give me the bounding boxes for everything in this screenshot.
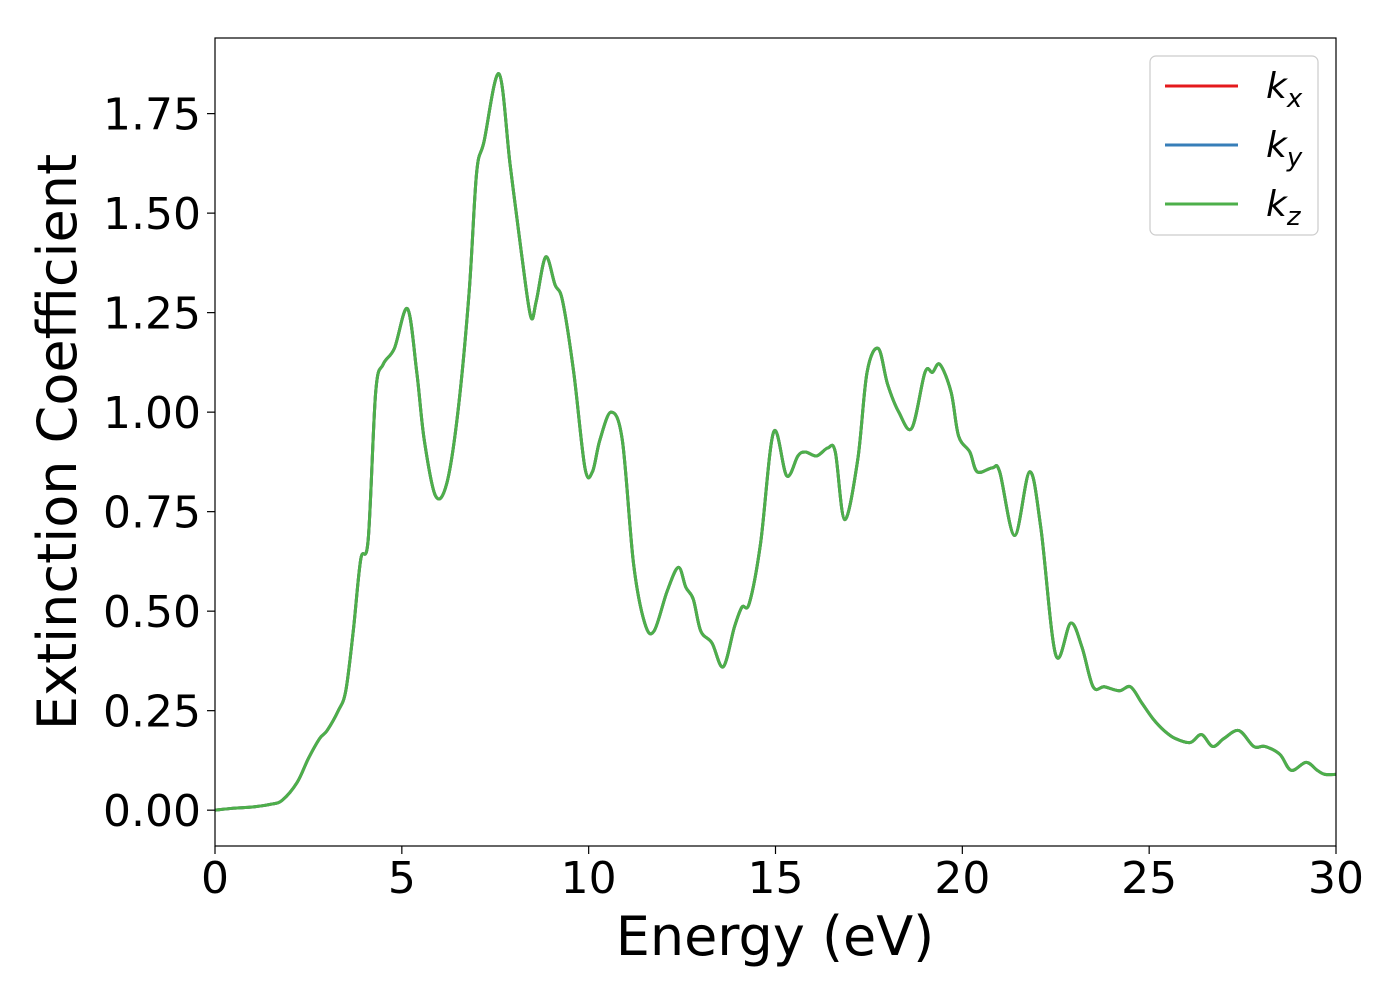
x-axis: 0 5 10 15 20 25 30	[201, 846, 1364, 904]
series-line-kz	[215, 72, 1336, 812]
x-tick-label: 30	[1308, 853, 1364, 904]
y-axis: 0.00 0.25 0.50 0.75 1.00 1.25 1.50 1.75	[103, 90, 215, 837]
y-tick-label: 1.00	[103, 388, 201, 439]
x-axis-title: Energy (eV)	[616, 905, 935, 968]
x-tick-label: 5	[388, 853, 416, 904]
y-tick-label: 0.50	[103, 587, 201, 638]
y-tick-label: 1.75	[103, 90, 201, 141]
y-tick-label: 1.50	[103, 189, 201, 240]
series-layer	[215, 72, 1336, 812]
x-tick-label: 15	[748, 853, 804, 904]
y-tick-label: 1.25	[103, 289, 201, 340]
x-tick-label: 0	[201, 853, 229, 904]
x-tick-label: 20	[934, 853, 990, 904]
x-tick-label: 10	[561, 853, 617, 904]
y-axis-title: Extinction Coefficient	[26, 154, 89, 730]
y-tick-label: 0.75	[103, 488, 201, 539]
legend-label-ky: ky	[1266, 125, 1303, 173]
y-tick-label: 0.25	[103, 687, 201, 738]
x-tick-label: 25	[1121, 853, 1177, 904]
y-tick-label: 0.00	[103, 786, 201, 837]
